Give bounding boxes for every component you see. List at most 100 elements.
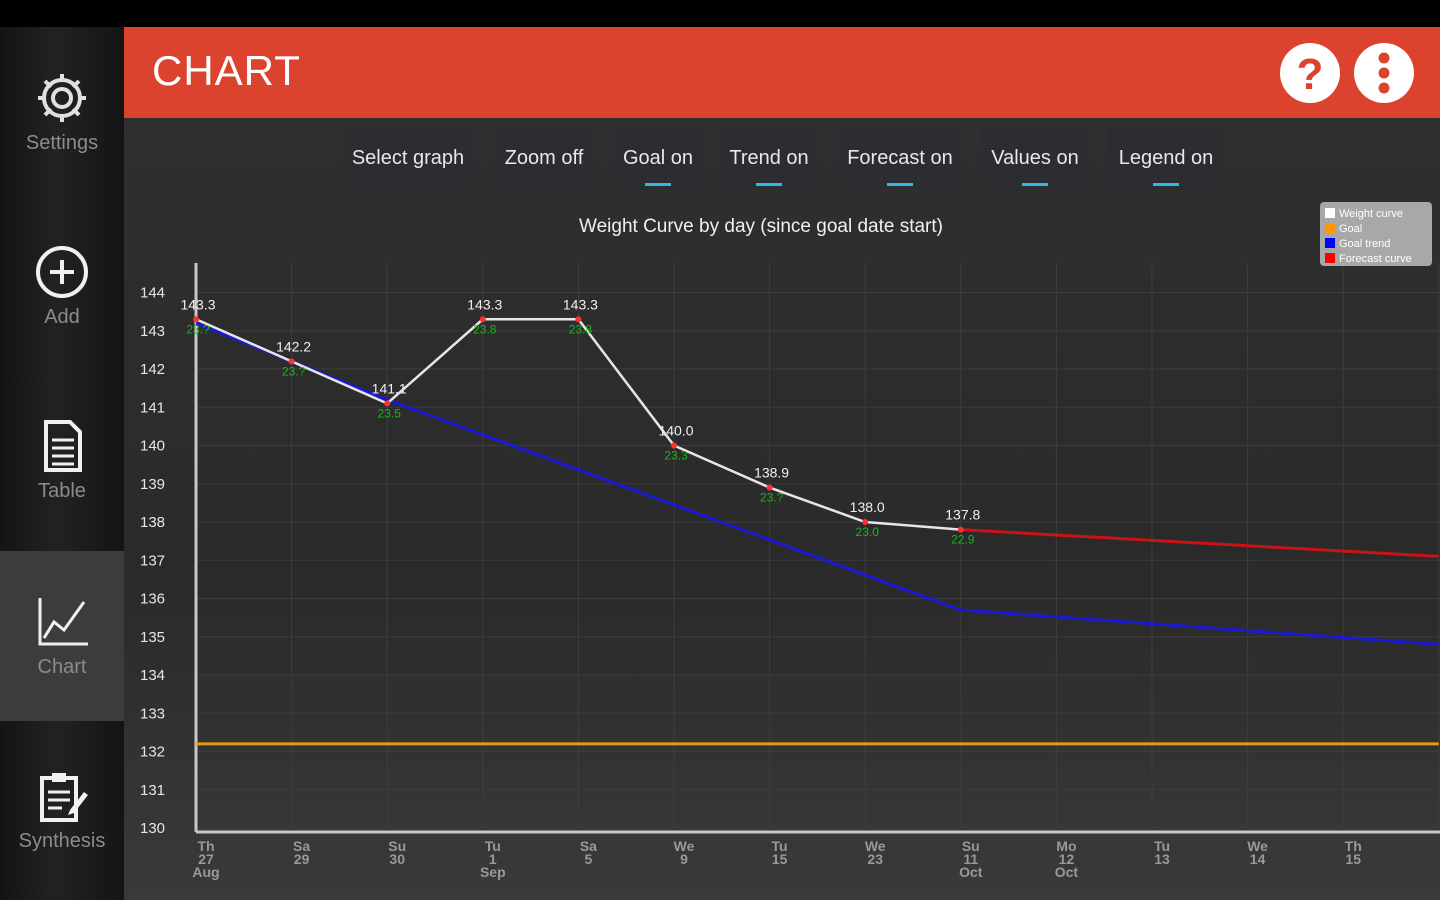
- toggle-on-indicator: [1022, 183, 1048, 186]
- sidebar-item-table[interactable]: Table: [0, 375, 124, 545]
- x-tick-label: Tu: [1154, 838, 1170, 854]
- x-tick-label: Oct: [1055, 864, 1079, 880]
- document-icon: [44, 419, 82, 472]
- data-label: 141.1: [372, 380, 407, 396]
- x-tick-label: 1: [489, 851, 497, 867]
- legend-swatch: [1325, 253, 1335, 263]
- x-tick-label: Sa: [580, 838, 597, 854]
- data-point: [384, 400, 391, 407]
- zoom-toggle-label: Zoom off: [504, 146, 584, 169]
- y-tick-label: 144: [140, 285, 165, 302]
- data-point: [671, 442, 677, 449]
- sidebar-item-label: Settings: [25, 131, 99, 154]
- legend-label: Weight curve: [1339, 208, 1403, 220]
- goal-toggle-button[interactable]: Goal on: [614, 126, 702, 190]
- x-tick-label: 9: [680, 851, 688, 867]
- data-point: [862, 519, 869, 525]
- overflow-menu-button[interactable]: [1354, 43, 1414, 103]
- select-graph-label: Select graph: [351, 146, 465, 169]
- data-sublabel: 22.9: [951, 533, 975, 547]
- x-tick-label: 5: [585, 851, 593, 867]
- data-label: 138.0: [850, 499, 885, 515]
- data-point: [957, 526, 964, 533]
- chart-screen: Weight Curve by day (since goal date sta…: [124, 118, 1440, 900]
- sidebar-item-label: Synthesis: [18, 829, 106, 852]
- x-tick-label: 30: [389, 851, 405, 867]
- x-tick-label: 11: [963, 851, 978, 867]
- x-tick-label: We: [865, 838, 886, 854]
- help-button[interactable]: ?: [1280, 43, 1340, 103]
- x-tick-label: 27: [198, 851, 214, 867]
- legend-label: Forecast curve: [1339, 253, 1412, 265]
- plus-circle-icon: [36, 245, 88, 298]
- legend-swatch: [1325, 223, 1335, 233]
- data-sublabel: 23.3: [664, 449, 688, 463]
- x-tick-label: 14: [1250, 851, 1266, 867]
- sidebar-item-label: Table: [38, 479, 86, 502]
- legend-toggle-button[interactable]: Legend on: [1108, 126, 1224, 190]
- y-tick-label: 130: [140, 820, 165, 837]
- y-tick-label: 138: [140, 514, 165, 531]
- x-tick-label: 29: [294, 851, 310, 867]
- chart-title: Weight Curve by day (since goal date sta…: [579, 216, 943, 237]
- sidebar: Settings Add Table Chart Synthesis: [0, 27, 124, 900]
- toggle-on-indicator: [1153, 183, 1179, 186]
- data-label: 137.8: [945, 507, 980, 523]
- data-sublabel: 23.5: [378, 406, 402, 420]
- legend-toggle-label: Legend on: [1118, 146, 1214, 169]
- data-sublabel: 23.8: [569, 322, 593, 336]
- data-label: 143.3: [180, 296, 215, 312]
- sidebar-item-label: Chart: [37, 655, 87, 678]
- select-graph-button[interactable]: Select graph: [343, 126, 473, 190]
- svg-text:?: ?: [1297, 50, 1324, 99]
- x-tick-label: 15: [1345, 851, 1361, 867]
- legend-label: Goal: [1339, 223, 1362, 235]
- data-point: [288, 358, 295, 365]
- x-tick-label: Aug: [192, 864, 219, 880]
- sidebar-item-add[interactable]: Add: [0, 201, 124, 371]
- weight-chart[interactable]: Weight Curve by day (since goal date sta…: [124, 118, 1440, 900]
- y-tick-label: 141: [140, 399, 165, 416]
- data-label: 143.3: [563, 296, 598, 312]
- x-tick-label: Sep: [480, 864, 506, 880]
- status-bar: [0, 0, 1440, 27]
- x-tick-label: We: [674, 838, 695, 854]
- series-line-forecast-curve: [960, 528, 1439, 558]
- values-toggle-button[interactable]: Values on: [981, 126, 1089, 190]
- y-tick-label: 140: [140, 438, 165, 455]
- zoom-toggle-button[interactable]: Zoom off: [494, 126, 594, 190]
- toggle-on-indicator: [645, 183, 671, 186]
- values-toggle-label: Values on: [991, 146, 1079, 169]
- legend-box: [1320, 202, 1432, 266]
- page-title: CHART: [152, 47, 301, 94]
- data-point: [575, 316, 582, 323]
- x-tick-label: Mo: [1056, 838, 1076, 854]
- gear-icon: [38, 73, 86, 122]
- toggle-on-indicator: [756, 183, 782, 186]
- app-header: CHART ?: [124, 27, 1440, 118]
- trend-toggle-button[interactable]: Trend on: [720, 126, 818, 190]
- x-tick-label: 12: [1059, 851, 1075, 867]
- x-tick-label: Oct: [959, 864, 983, 880]
- question-icon: ?: [1297, 50, 1324, 99]
- sidebar-item-settings[interactable]: Settings: [0, 27, 124, 197]
- data-point: [479, 316, 486, 323]
- data-sublabel: 23.?: [760, 491, 784, 505]
- x-tick-label: Tu: [772, 838, 788, 854]
- y-tick-label: 134: [140, 667, 165, 684]
- data-sublabel: 23.8: [473, 322, 497, 336]
- x-tick-label: Sa: [293, 838, 310, 854]
- data-sublabel: 23.?: [282, 364, 306, 378]
- y-tick-label: 132: [140, 744, 165, 761]
- forecast-toggle-button[interactable]: Forecast on: [838, 126, 962, 190]
- more-vert-icon: [1378, 52, 1390, 94]
- sidebar-item-synthesis[interactable]: Synthesis: [0, 725, 124, 895]
- forecast-toggle-label: Forecast on: [847, 146, 953, 169]
- y-tick-label: 131: [140, 782, 165, 799]
- data-label: 142.2: [276, 338, 311, 354]
- sidebar-item-chart[interactable]: Chart: [0, 551, 124, 721]
- data-point: [766, 484, 773, 491]
- data-sublabel: 23.0: [856, 525, 880, 539]
- trend-toggle-label: Trend on: [729, 146, 809, 169]
- x-tick-label: Su: [962, 838, 980, 854]
